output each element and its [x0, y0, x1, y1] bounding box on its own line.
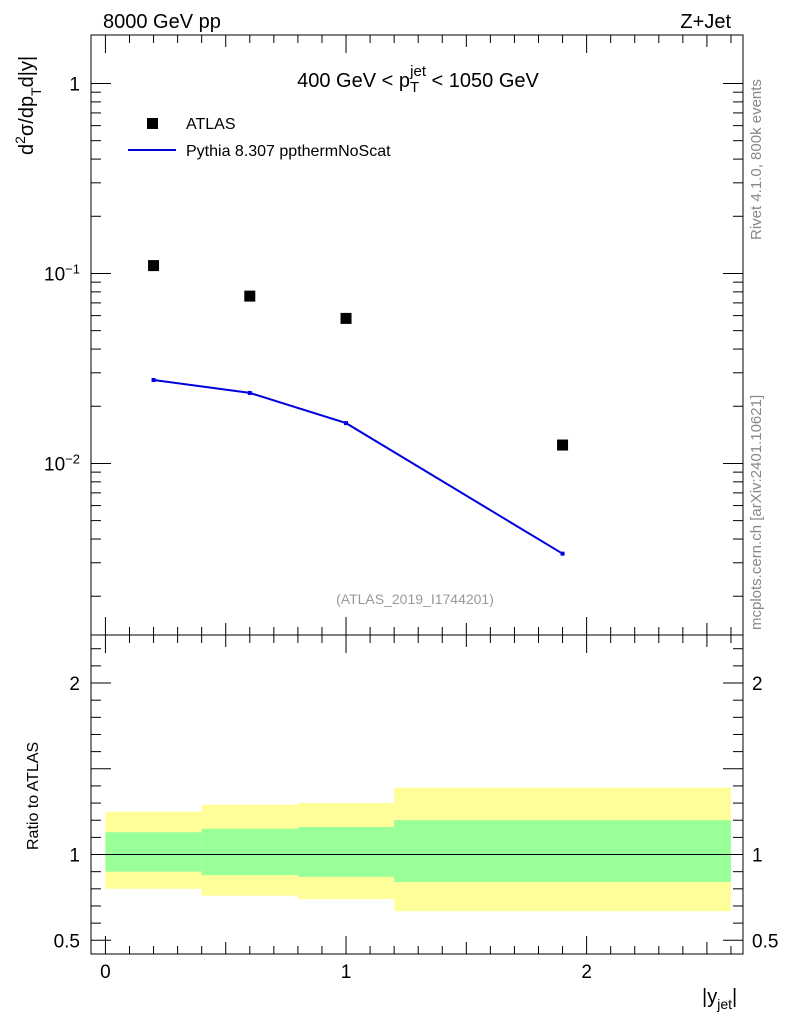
atlas-point: [148, 260, 160, 272]
pythia-point: [344, 421, 349, 426]
ratio-band-green: [201, 828, 298, 876]
pythia-line: [153, 379, 564, 555]
ratio-band-green: [297, 827, 395, 877]
ratio-band-green: [394, 820, 731, 882]
header-right-label: Z+Jet: [680, 11, 731, 33]
x-tick-label-1: 1: [341, 962, 352, 983]
ratio-y-tick-label-2-right: 2: [752, 674, 763, 695]
legend-pythia-label: Pythia 8.307 ppthermNoScat: [186, 143, 391, 160]
ratio-y-axis-label: Ratio to ATLAS: [25, 742, 42, 850]
header-left-label: 8000 GeV pp: [103, 11, 221, 33]
main-y-axis-label: d2σ/dpTd|y|: [12, 56, 44, 155]
ratio-y-tick-label-0.5-right: 0.5: [752, 931, 778, 952]
pythia-point: [560, 551, 565, 556]
ratio-axis-ticks: [91, 635, 743, 954]
atlas-point: [340, 312, 352, 324]
legend-atlas-marker: [147, 118, 158, 129]
title-sub: T: [410, 79, 419, 96]
atlas-point: [244, 290, 256, 302]
ratio-bands: [105, 787, 731, 912]
legend-atlas-label: ATLAS: [186, 116, 236, 133]
rivet-version-label: Rivet 4.1.0, 800k events: [748, 79, 765, 240]
title-suffix: < 1050 GeV: [426, 70, 540, 92]
source-label: mcplots.cern.ch [arXiv:2401.10621]: [748, 395, 765, 630]
legend: ATLAS Pythia 8.307 ppthermNoScat: [128, 116, 391, 160]
analysis-watermark: (ATLAS_2019_I1744201): [336, 591, 494, 607]
x-tick-label-0: 0: [100, 962, 111, 983]
ratio-frame: [90, 634, 744, 955]
ratio-y-tick-label-2-left: 2: [69, 674, 80, 695]
x-axis-label: |yjet|: [702, 986, 737, 1012]
main-series-group: [148, 260, 569, 556]
title-sup: jet: [409, 63, 427, 80]
x-tick-label-2: 2: [581, 962, 592, 983]
main-axis-ticks: [91, 35, 743, 635]
main-y-tick-label-0.01: 10−2: [44, 451, 80, 476]
pythia-point: [247, 390, 252, 395]
ratio-y-tick-label-0.5-left: 0.5: [54, 931, 80, 952]
ratio-band-green: [105, 832, 202, 872]
pythia-point: [151, 377, 156, 382]
ratio-panel: 2 1 0.5 2 1 0.5 0 1 2 Ratio to ATLAS |yj…: [25, 634, 778, 1012]
main-y-tick-label-0.1: 10−1: [44, 261, 80, 286]
ratio-y-tick-label-1-left: 1: [69, 846, 80, 867]
ratio-y-tick-label-1-right: 1: [752, 846, 763, 867]
atlas-point: [557, 439, 569, 451]
main-y-tick-label-1: 1: [69, 74, 80, 95]
main-panel: 400 GeV < pTjet < 1050 GeV d2σ/dpTd|y| 1…: [12, 34, 744, 636]
title-prefix: 400 GeV < p: [297, 70, 410, 92]
main-title: 400 GeV < pTjet < 1050 GeV: [297, 63, 539, 96]
